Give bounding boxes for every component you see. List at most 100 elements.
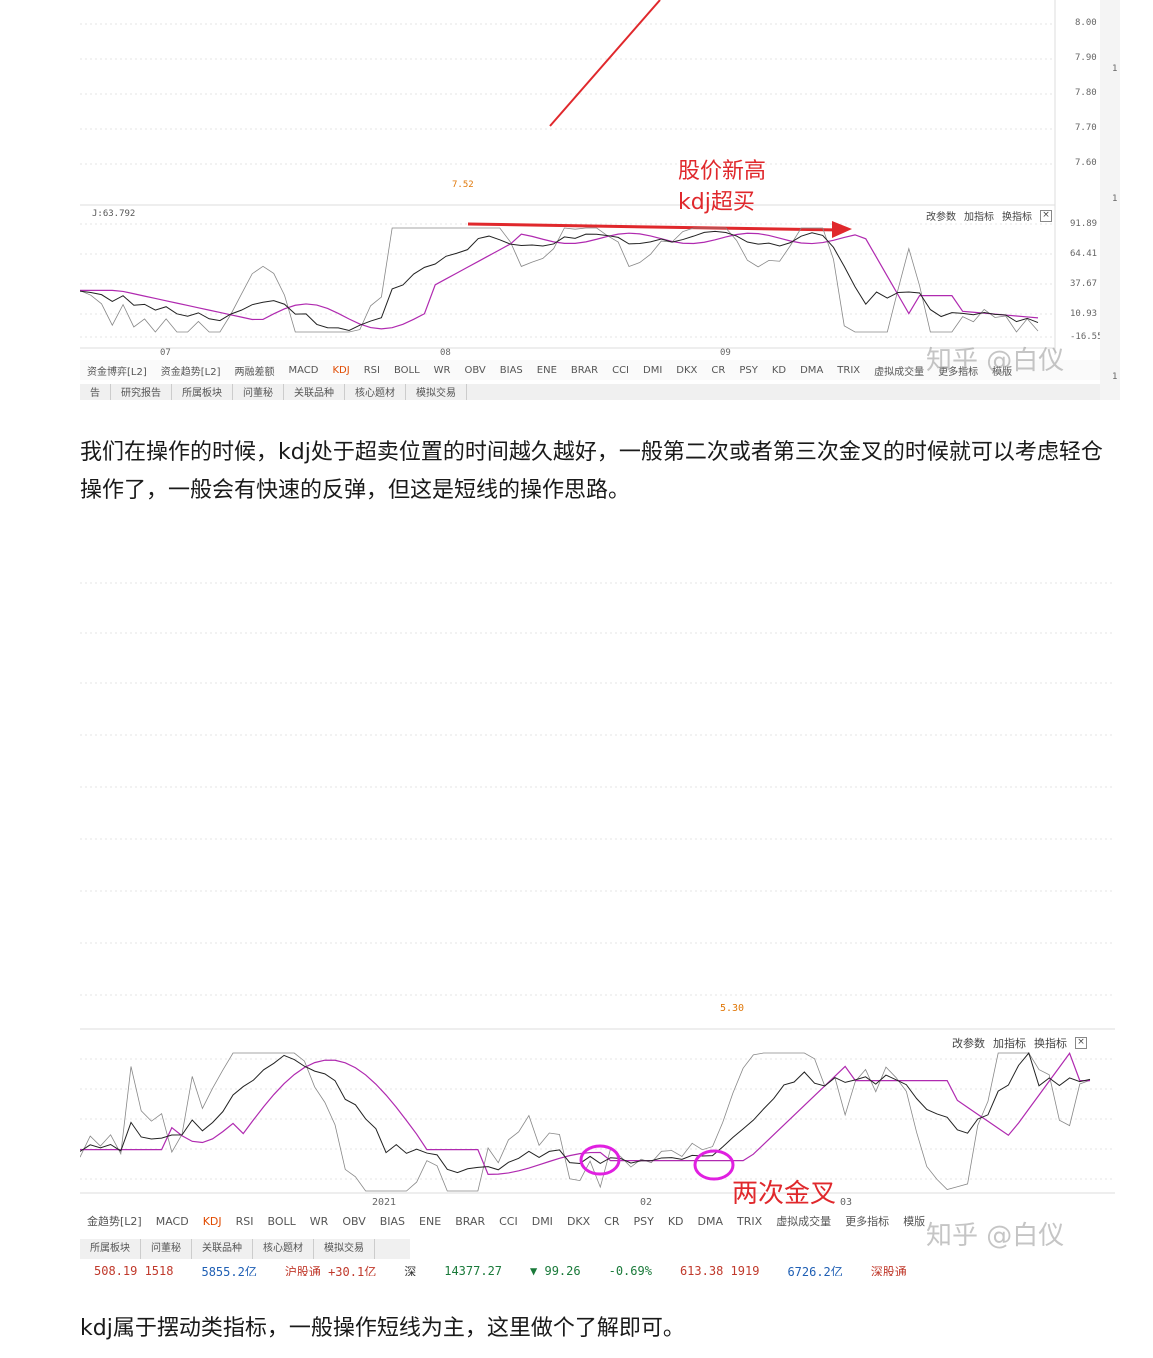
tab-0[interactable]: 资金博弈[L2] [87, 366, 147, 378]
switch-indicator-button[interactable]: 换指标 [1002, 212, 1032, 223]
tab-6[interactable]: BOLL [393, 364, 420, 376]
tab-2[interactable]: KDJ [202, 1214, 222, 1228]
tab-12[interactable]: CCI [612, 364, 630, 376]
tab-1[interactable]: 问董秘 [141, 1239, 192, 1259]
ticker-item: -0.69% [608, 1264, 652, 1276]
tab-10[interactable]: ENE [536, 364, 557, 376]
trend-arrow [549, 0, 661, 127]
tab-5[interactable]: RSI [363, 364, 380, 376]
kdj-axis-label: 10.93 [1070, 309, 1098, 319]
indicator-controls: 改参数 加指标 换指标 × [952, 1035, 1087, 1051]
tab-16[interactable]: DMA [697, 1214, 724, 1228]
kdj-axis-label: -16.55 [1070, 332, 1103, 342]
indicator-tab-bar: 金趋势[L2] MACD KDJ RSI BOLL WR OBV BIAS ENE BRAR CCI… [80, 1211, 1115, 1231]
background [80, 0, 1115, 400]
tab-11[interactable]: BRAR [570, 364, 599, 376]
tab-17[interactable]: KD [771, 364, 787, 376]
tab-9[interactable]: BIAS [499, 364, 523, 376]
tab-15[interactable]: KD [667, 1214, 684, 1228]
chart-screenshot-2: 5.30 改参数 加指标 换指标 × 2021 02 03 两次金叉 金趋势[L… [80, 543, 1115, 1276]
tab-18[interactable]: DMA [800, 364, 824, 376]
annotation-two-golden-cross: 两次金叉 [732, 1179, 837, 1209]
tab-3[interactable]: 核心题材 [253, 1239, 314, 1259]
tab-8[interactable]: OBV [464, 364, 486, 376]
tab-4[interactable]: KDJ [332, 364, 350, 376]
close-icon[interactable]: × [1040, 209, 1052, 222]
side-mark: 1 [1112, 64, 1118, 74]
tab-11[interactable]: DMI [531, 1214, 553, 1228]
tab-1[interactable]: 研究报告 [111, 384, 172, 400]
side-mark: 1 [1112, 372, 1118, 382]
tab-15[interactable]: CR [711, 364, 726, 376]
tab-20[interactable]: 模版 [903, 1215, 926, 1228]
tab-10[interactable]: CCI [499, 1214, 518, 1228]
change-params-button[interactable]: 改参数 [952, 1037, 985, 1050]
tab-6[interactable]: OBV [342, 1214, 366, 1228]
tab-17[interactable]: TRIX [737, 1214, 763, 1228]
kdj-chart-2 [80, 543, 1115, 1276]
tab-2[interactable]: 关联品种 [192, 1239, 253, 1259]
tab-0[interactable]: 告 [80, 384, 111, 400]
price-label: 7.60 [1075, 158, 1097, 168]
kdj-chart-1 [80, 0, 1115, 400]
tab-0[interactable]: 所属板块 [80, 1239, 141, 1259]
month-label: 02 [640, 1197, 653, 1208]
tab-1[interactable]: MACD [155, 1214, 189, 1228]
tab-19[interactable]: TRIX [837, 364, 861, 376]
tab-4[interactable]: 关联品种 [284, 384, 345, 400]
golden-cross-circle [693, 1149, 735, 1181]
tab-9[interactable]: BRAR [455, 1214, 486, 1228]
tab-7[interactable]: BIAS [379, 1214, 406, 1228]
tab-19[interactable]: 更多指标 [845, 1215, 890, 1228]
tab-12[interactable]: DKX [566, 1214, 591, 1228]
tab-22[interactable]: 模版 [992, 366, 1013, 378]
tab-14[interactable]: DKX [676, 364, 698, 376]
tab-16[interactable]: PSY [739, 364, 758, 376]
low-price-label: 7.52 [452, 180, 474, 190]
month-label: 09 [720, 348, 731, 358]
ticker-item: 6726.2亿 [787, 1264, 843, 1277]
tab-3[interactable]: 问董秘 [233, 384, 284, 400]
change-params-button[interactable]: 改参数 [926, 212, 956, 223]
switch-indicator-button[interactable]: 换指标 [1034, 1037, 1067, 1050]
close-icon[interactable]: × [1075, 1037, 1087, 1049]
tab-2[interactable]: 所属板块 [172, 384, 233, 400]
kdj-axis-label: 64.41 [1070, 249, 1098, 259]
indicator-controls: 改参数 加指标 换指标 × [926, 208, 1052, 223]
tab-13[interactable]: DMI [643, 364, 663, 376]
paragraph-1: 我们在操作的时候，kdj处于超卖位置的时间越久越好，一般第二次或者第三次金叉的时… [80, 440, 1103, 503]
tab-4[interactable]: 模拟交易 [314, 1239, 375, 1259]
indicator-tab-bar: 资金博弈[L2] 资金趋势[L2] 两融差额 MACD KDJ RSI BOLL WR OBV B… [80, 360, 1115, 380]
tab-7[interactable]: WR [433, 364, 451, 376]
low-price-label: 5.30 [720, 1003, 745, 1014]
tab-0[interactable]: 金趋势[L2] [87, 1215, 142, 1228]
j-line [80, 1052, 1091, 1192]
add-indicator-button[interactable]: 加指标 [964, 212, 994, 223]
tab-3[interactable]: RSI [235, 1214, 254, 1228]
j-line [80, 227, 1039, 333]
add-indicator-button[interactable]: 加指标 [993, 1037, 1026, 1050]
watermark: 知乎 @白仪 [926, 346, 1065, 376]
chart-screenshot-1: 8.00 7.90 7.80 7.70 7.60 7.52 J:63.792 改… [80, 0, 1115, 400]
tab-14[interactable]: PSY [633, 1214, 654, 1228]
tab-21[interactable]: 更多指标 [938, 366, 979, 378]
month-label: 07 [160, 348, 171, 358]
overbought-arrow [467, 222, 841, 232]
tab-3[interactable]: MACD [288, 364, 319, 376]
tab-18[interactable]: 虚拟成交量 [776, 1215, 832, 1228]
background [80, 543, 1115, 1276]
tab-6[interactable]: 模拟交易 [406, 384, 467, 400]
tab-5[interactable]: WR [309, 1214, 329, 1228]
tab-4[interactable]: BOLL [267, 1214, 296, 1228]
tab-5[interactable]: 核心题材 [345, 384, 406, 400]
tab-13[interactable]: CR [604, 1214, 620, 1228]
k-line [80, 230, 1039, 331]
tab-20[interactable]: 虚拟成交量 [874, 366, 925, 378]
price-label: 7.70 [1075, 123, 1097, 133]
kdj-axis-label: 91.89 [1070, 219, 1098, 229]
tab-8[interactable]: ENE [419, 1214, 442, 1228]
tab-2[interactable]: 两融差额 [234, 366, 275, 378]
paragraph-2: kdj属于摆动类指标，一般操作短线为主，这里做个了解即可。 [80, 1316, 685, 1341]
tab-1[interactable]: 资金趋势[L2] [160, 366, 221, 378]
kdj-axis-label: 37.67 [1070, 279, 1098, 289]
